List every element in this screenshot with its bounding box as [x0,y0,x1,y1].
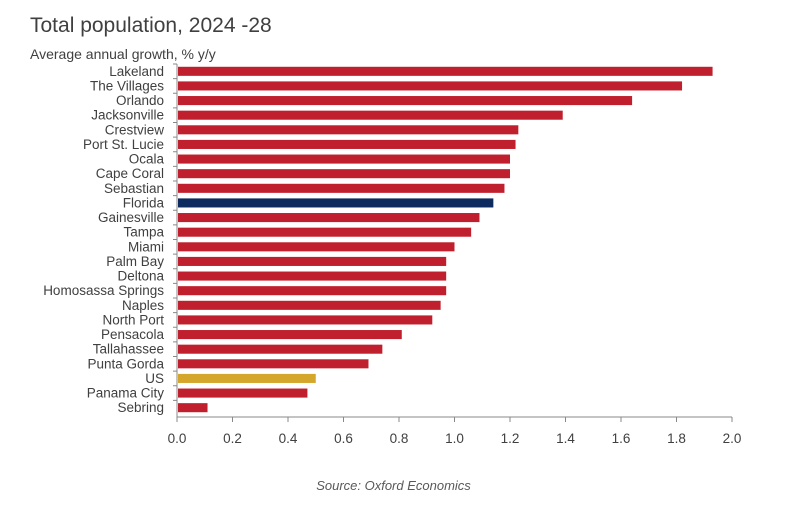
category-label: Punta Gorda [87,356,164,371]
category-label: Tallahassee [93,342,164,357]
category-label: Palm Bay [106,254,164,269]
category-label: Homosassa Springs [43,283,164,298]
category-label: Crestview [105,122,165,137]
x-tick-label: 2.0 [723,431,742,446]
category-label: Florida [123,195,165,210]
x-tick-label: 1.0 [445,431,464,446]
x-tick-label: 0.0 [168,431,187,446]
bar-sebastian [178,183,505,193]
bar-palm-bay [178,256,447,266]
bar-ocala [178,154,510,164]
category-label: Lakeland [109,64,164,79]
bar-panama-city [178,388,308,398]
bar-punta-gorda [178,359,369,369]
category-label: US [145,371,164,386]
bar-port-st-lucie [178,139,516,149]
bar-orlando [178,96,633,106]
bar-naples [178,300,441,310]
x-tick-label: 0.6 [334,431,353,446]
category-label: Sebastian [104,181,164,196]
x-tick-label: 0.4 [279,431,298,446]
bar-the-villages [178,81,683,91]
x-tick-label: 1.2 [501,431,520,446]
bar-gainesville [178,213,480,223]
source-note: Source: Oxford Economics [316,478,471,493]
category-label: Tampa [123,225,164,240]
bar-jacksonville [178,110,563,120]
x-tick-label: 1.8 [667,431,686,446]
x-tick-label: 0.8 [390,431,409,446]
category-label: Miami [128,239,164,254]
category-label: The Villages [90,78,164,93]
category-label: Port St. Lucie [83,137,164,152]
chart-subtitle: Average annual growth, % y/y [30,46,216,62]
bar-miami [178,242,455,252]
bar-cape-coral [178,169,510,179]
category-label: Deltona [117,269,164,284]
bar-homosassa-springs [178,286,447,296]
bar-pensacola [178,330,402,340]
category-label: Orlando [116,93,164,108]
x-tick-label: 1.4 [556,431,575,446]
x-tick-label: 0.2 [223,431,242,446]
bar-lakeland [178,66,713,76]
category-label: Ocala [129,152,165,167]
x-tick-label: 1.6 [612,431,631,446]
category-label: Jacksonville [91,108,164,123]
category-label: Naples [122,298,164,313]
bar-deltona [178,271,447,281]
category-label: Panama City [87,386,165,401]
chart-title: Total population, 2024 -28 [30,14,272,37]
bar-north-port [178,315,433,325]
bar-us [178,373,316,383]
category-label: North Port [102,312,164,327]
category-label: Sebring [117,400,164,415]
bar-sebring [178,403,208,413]
bar-tallahassee [178,344,383,354]
category-label: Cape Coral [96,166,164,181]
category-label: Gainesville [98,210,164,225]
bar-crestview [178,125,519,135]
bar-tampa [178,227,472,237]
category-label: Pensacola [101,327,165,342]
bar-florida [178,198,494,208]
